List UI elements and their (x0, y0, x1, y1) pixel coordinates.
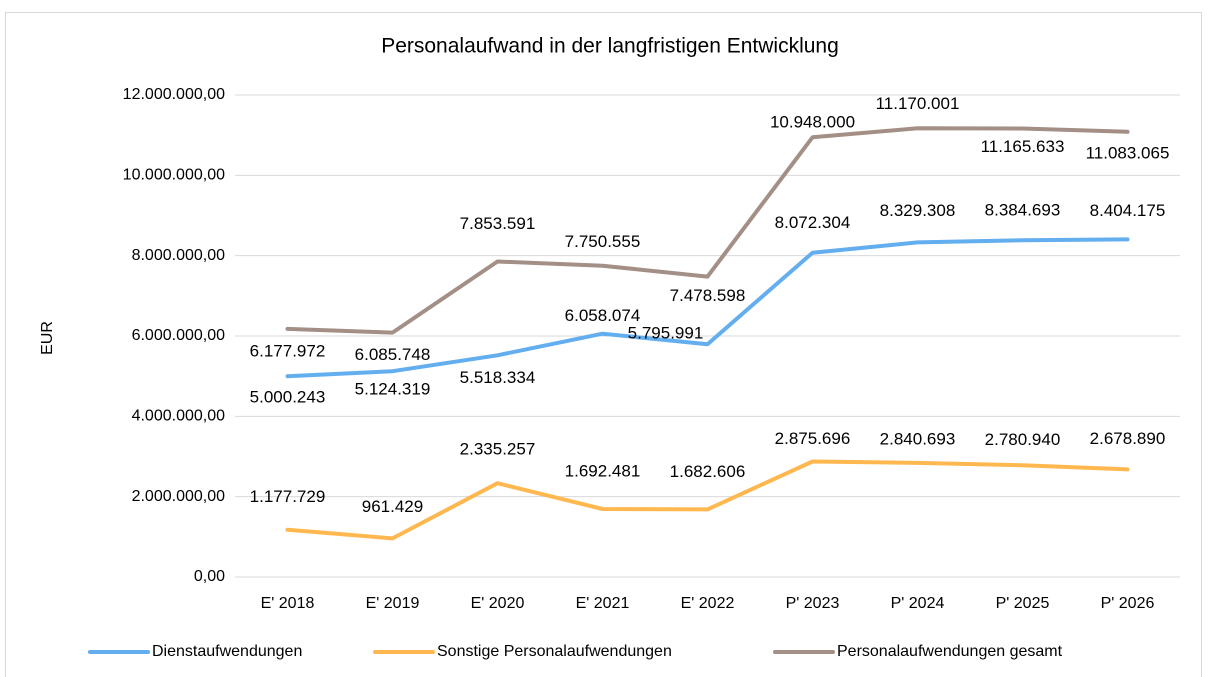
data-label: 7.750.555 (565, 232, 641, 251)
data-label: 6.177.972 (250, 341, 326, 360)
chart-frame (5, 12, 1202, 677)
line-series (285, 237, 1130, 379)
data-label: 8.384.693 (985, 201, 1061, 220)
x-tick-label: E' 2020 (471, 595, 525, 612)
line-series (285, 126, 1130, 335)
y-tick-label: 8.000.000,00 (132, 247, 226, 264)
data-label: 5.124.319 (355, 380, 431, 399)
legend-label: Dienstaufwendungen (152, 643, 302, 660)
data-label: 6.085.748 (355, 345, 431, 364)
x-tick-label: E' 2019 (366, 595, 420, 612)
data-label: 7.478.598 (670, 286, 746, 305)
x-tick-label: P' 2025 (996, 595, 1050, 612)
data-label: 961.429 (362, 497, 423, 516)
data-label: 5.795.991 (628, 324, 704, 343)
line-series (285, 459, 1130, 541)
y-tick-label: 2.000.000,00 (132, 488, 226, 505)
chart-title: Personalaufwand in der langfristigen Ent… (381, 35, 839, 58)
x-tick-label: P' 2023 (786, 595, 840, 612)
x-tick-label: P' 2024 (891, 595, 945, 612)
y-axis-label: EUR (39, 321, 56, 355)
legend-label: Sonstige Personalaufwendungen (437, 643, 672, 660)
x-tick-label: E' 2021 (576, 595, 630, 612)
data-label: 11.170.001 (876, 94, 960, 113)
data-label: 8.404.175 (1090, 201, 1166, 220)
data-label: 2.875.696 (775, 429, 851, 448)
x-tick-label: E' 2022 (681, 595, 735, 612)
data-label: 10.948.000 (770, 113, 855, 132)
x-tick-label: P' 2026 (1101, 595, 1155, 612)
data-label: 2.840.693 (880, 429, 956, 448)
data-label: 1.692.481 (565, 462, 641, 481)
y-tick-label: 10.000.000,00 (123, 167, 225, 184)
y-tick-label: 12.000.000,00 (123, 86, 225, 103)
data-label: 11.165.633 (981, 137, 1065, 156)
y-tick-label: 4.000.000,00 (132, 408, 226, 425)
data-label: 2.678.890 (1090, 429, 1166, 448)
legend-label: Personalaufwendungen gesamt (837, 643, 1063, 660)
data-label: 2.335.257 (460, 440, 536, 459)
data-label: 7.853.591 (460, 214, 536, 233)
data-label: 8.072.304 (775, 213, 851, 232)
data-label: 1.177.729 (250, 487, 326, 506)
data-label: 2.780.940 (985, 430, 1061, 449)
x-tick-label: E' 2018 (261, 595, 315, 612)
data-label: 1.682.606 (670, 462, 746, 481)
data-label: 5.000.243 (250, 388, 326, 407)
y-tick-label: 0,00 (194, 568, 225, 585)
data-label: 8.329.308 (880, 201, 956, 220)
data-label: 11.083.065 (1086, 143, 1170, 162)
y-tick-label: 6.000.000,00 (132, 327, 226, 344)
data-label: 5.518.334 (460, 368, 536, 387)
data-label: 6.058.074 (565, 306, 641, 325)
